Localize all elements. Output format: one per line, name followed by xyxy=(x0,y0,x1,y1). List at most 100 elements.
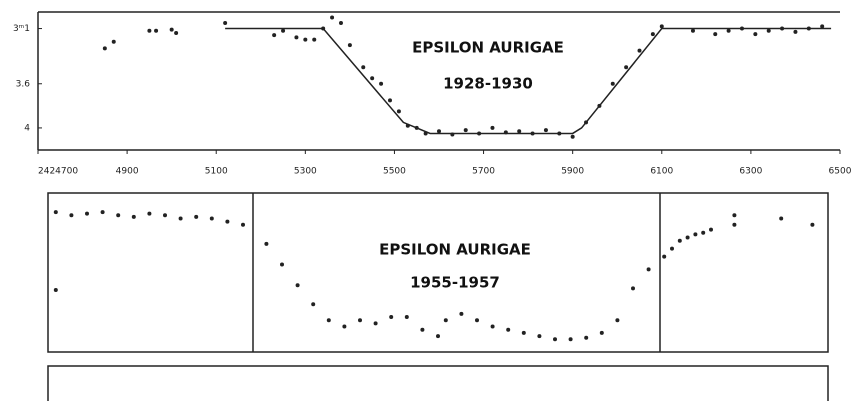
data-point xyxy=(543,128,548,133)
data-point xyxy=(358,318,362,323)
data-point xyxy=(379,81,384,86)
data-point xyxy=(294,35,299,40)
data-point xyxy=(53,210,58,215)
data-point xyxy=(338,21,343,26)
data-point xyxy=(225,219,230,224)
data-point xyxy=(677,238,682,243)
data-point xyxy=(624,65,629,70)
data-point xyxy=(404,315,409,320)
data-point xyxy=(503,130,508,135)
data-point xyxy=(169,27,174,32)
data-point xyxy=(174,30,179,35)
data-point xyxy=(631,286,635,291)
data-point xyxy=(111,39,116,44)
data-point xyxy=(102,46,107,51)
frame xyxy=(47,192,829,353)
data-point xyxy=(396,109,401,114)
panel-subtitle: 1955-1957 xyxy=(410,274,500,292)
x-tick-label: 6300 xyxy=(739,167,762,177)
data-point xyxy=(477,131,482,136)
data-point xyxy=(330,15,335,20)
data-point xyxy=(450,132,455,137)
data-point xyxy=(272,33,277,38)
x-tick-label: 5300 xyxy=(294,167,317,177)
data-point xyxy=(521,330,526,335)
data-point xyxy=(361,65,366,70)
data-point xyxy=(490,324,495,329)
data-point xyxy=(347,43,352,48)
data-point xyxy=(53,287,58,292)
data-point xyxy=(490,125,495,130)
data-point xyxy=(178,216,183,221)
data-point xyxy=(732,222,737,227)
data-point xyxy=(326,318,331,323)
data-point xyxy=(69,213,74,218)
data-point xyxy=(810,222,815,227)
data-point xyxy=(459,311,464,316)
data-point xyxy=(597,103,602,108)
data-point xyxy=(530,131,535,136)
y-tick-label: 3ᵐ1 xyxy=(13,24,30,34)
data-point xyxy=(321,26,326,31)
data-point xyxy=(779,216,784,221)
data-point xyxy=(312,37,317,42)
x-tick-label: 5900 xyxy=(561,167,584,177)
x-tick-label: 4900 xyxy=(116,167,139,177)
data-point xyxy=(303,37,308,42)
data-point xyxy=(281,28,286,33)
panel-subtitle: 1928-1930 xyxy=(443,75,533,93)
data-point xyxy=(637,48,642,53)
data-point xyxy=(650,32,655,37)
data-point xyxy=(414,125,419,130)
data-point xyxy=(599,330,604,335)
data-point xyxy=(506,327,511,332)
fit-line xyxy=(225,27,832,135)
data-point xyxy=(517,129,522,134)
data-point xyxy=(670,246,674,251)
data-point xyxy=(443,318,448,323)
data-point xyxy=(100,210,105,215)
data-point xyxy=(147,211,152,216)
data-point xyxy=(423,131,428,136)
data-point xyxy=(713,32,718,37)
data-point xyxy=(116,213,121,218)
data-point xyxy=(690,28,695,33)
data-point xyxy=(342,324,347,329)
data-point xyxy=(646,267,651,272)
data-point xyxy=(387,98,392,103)
x-tick-label: 5500 xyxy=(383,167,406,177)
data-point xyxy=(739,26,744,31)
data-point xyxy=(709,227,713,232)
data-point xyxy=(584,335,589,340)
x-tick-label: 6100 xyxy=(650,167,673,177)
data-point xyxy=(223,21,228,26)
data-point xyxy=(436,334,440,339)
data-point xyxy=(806,26,811,31)
data-point xyxy=(557,131,562,136)
data-point xyxy=(264,241,269,246)
data-point xyxy=(584,120,589,125)
data-point xyxy=(463,128,468,133)
data-point xyxy=(793,29,798,34)
data-point xyxy=(766,28,771,33)
data-point xyxy=(475,318,479,323)
data-point xyxy=(753,32,758,37)
data-point xyxy=(194,214,199,219)
data-point xyxy=(701,230,706,235)
data-point xyxy=(437,129,441,134)
data-point xyxy=(241,222,245,227)
data-point xyxy=(693,232,698,237)
data-point xyxy=(131,214,136,219)
y-tick-label: 4 xyxy=(24,123,30,133)
data-point xyxy=(659,24,664,29)
data-point xyxy=(553,337,557,342)
data-point xyxy=(209,216,214,221)
data-point xyxy=(389,315,394,320)
x-tick-label: 5700 xyxy=(472,167,495,177)
data-point xyxy=(147,28,152,33)
data-point xyxy=(570,134,575,139)
data-point xyxy=(280,262,284,267)
x-tick-label: 5100 xyxy=(205,167,228,177)
data-point xyxy=(370,76,375,81)
